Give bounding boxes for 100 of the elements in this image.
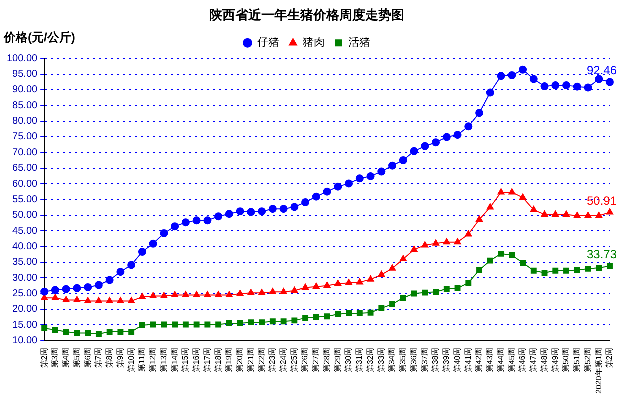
y-tick-label: 10.00 [12,336,38,347]
point [530,75,538,84]
x-tick-label: 第8周 [105,348,114,368]
x-tick-label: 第44周 [496,348,506,373]
x-tick-label: 2020年第1周 [594,348,604,394]
point [509,252,516,258]
x-tick-label: 第51周 [572,348,582,373]
x-tick-label: 第10周 [126,348,136,373]
point [139,322,146,328]
point [584,84,592,92]
point [540,82,549,90]
point [84,283,92,292]
y-tick-label: 55.00 [12,194,38,206]
point [280,288,288,294]
point [62,285,70,294]
point [530,206,538,212]
point [464,122,473,131]
point [193,291,200,298]
point [356,278,364,285]
point [410,246,418,252]
point [237,320,244,326]
point [574,267,580,274]
point [368,310,374,316]
point [596,265,602,271]
point [172,291,179,298]
x-tick-label: 第6周 [83,348,92,368]
x-tick-label: 第52周 [583,348,592,373]
y-tick-label: 60.00 [12,178,38,190]
x-tick-label: 第18周 [214,348,223,373]
x-tick-label: 第40周 [452,348,462,373]
x-tick-label: 第50周 [562,348,571,373]
x-tick-label: 第41周 [464,348,473,373]
point [259,320,266,326]
x-tick-label: 第32周 [366,348,375,373]
point [399,156,408,164]
point [118,329,124,335]
x-tick-label: 第3周 [50,348,60,368]
point [476,267,482,274]
point [520,260,526,266]
y-tick-label: 80.00 [12,116,38,128]
x-tick-label: 第37周 [420,348,430,373]
point [432,240,440,246]
y-tick-label: 65.00 [12,163,38,174]
point [96,331,102,338]
x-tick-label: 第25周 [290,348,299,373]
point [182,322,189,328]
x-tick-label: 第47周 [529,348,538,373]
point [74,296,81,303]
y-tick-label: 30.00 [12,272,38,284]
point [51,286,60,294]
point [476,216,484,222]
data-label: 50.91 [586,194,618,208]
point [498,250,504,257]
x-tick-label: 第34周 [388,348,397,373]
point [346,310,352,316]
point [541,210,548,217]
x-tick-label: 第33周 [376,348,386,373]
point [216,322,222,328]
x-tick-label: 第28周 [322,348,332,373]
point [117,297,124,304]
x-tick-label: 第19周 [224,348,234,373]
point [519,194,527,200]
point [323,188,332,196]
point [194,322,200,328]
point [226,291,233,298]
point [367,276,374,282]
point [161,322,168,328]
point [606,208,614,215]
point [454,131,462,140]
x-tick-label: 第2周 [40,348,49,368]
point [63,329,70,335]
legend-label: 仔猪 [257,36,280,50]
x-tick-label: 第26周 [300,348,310,373]
y-tick-label: 90.00 [12,84,38,96]
x-tick-label: 第43周 [486,348,495,373]
point [95,297,102,304]
point [150,292,157,298]
point [400,255,407,262]
x-tick-label: 第23周 [268,348,278,373]
point [443,238,450,245]
x-tick-label: 第20周 [236,348,245,373]
point [106,297,114,304]
point [73,284,82,292]
point [150,322,156,328]
x-tick-label: 第35周 [398,348,408,373]
x-tick-label: 第45周 [507,348,516,373]
point [290,203,299,212]
point [345,180,354,188]
y-tick-label: 45.00 [12,226,38,237]
point [411,290,418,297]
point [258,208,266,216]
point [270,318,276,325]
point [84,297,92,304]
point [182,291,190,298]
legend-label: 猪肉 [302,36,325,50]
point [356,174,364,183]
point [454,238,462,245]
point [334,182,342,191]
point [85,330,92,336]
point [585,266,592,272]
